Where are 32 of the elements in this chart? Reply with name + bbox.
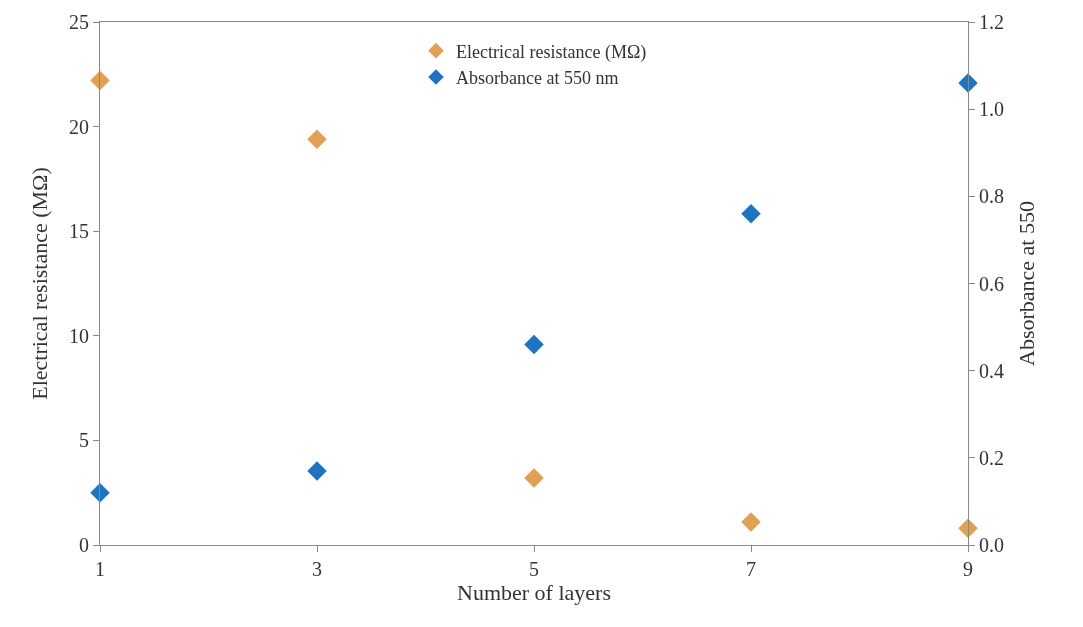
legend-label: Electrical resistance (MΩ)	[456, 41, 647, 63]
y-axis-title: Electrical resistance (MΩ)	[26, 167, 52, 400]
y2-tick-label: 0.4	[979, 359, 1004, 382]
point	[741, 512, 761, 532]
point	[524, 334, 544, 355]
y-tick-label: 20	[69, 115, 89, 138]
x-tick-label: 3	[312, 558, 322, 580]
point	[307, 461, 327, 481]
point	[958, 518, 978, 539]
y-tick-label: 25	[69, 11, 89, 33]
y2-tick-label: 1.0	[979, 98, 1004, 121]
y-tick-label: 5	[79, 429, 89, 452]
point	[90, 70, 110, 91]
y-tick-label: 0	[79, 534, 89, 556]
y2-tick-label: 0.0	[979, 534, 1004, 556]
point	[741, 204, 761, 224]
point	[90, 482, 110, 503]
x-tick-label: 5	[529, 558, 539, 580]
x-tick-label: 1	[95, 558, 105, 580]
point	[307, 129, 327, 149]
x-tick-label: 9	[963, 558, 973, 580]
point	[524, 468, 544, 488]
x-axis-title: Number of layers	[457, 580, 611, 605]
y2-tick-label: 0.8	[979, 185, 1004, 208]
y-tick-label: 10	[69, 324, 89, 347]
y2-tick-label: 1.2	[979, 11, 1004, 33]
x-tick-label: 7	[746, 558, 756, 580]
y2-tick-label: 0.2	[979, 446, 1004, 469]
legend-label: Absorbance at 550 nm	[456, 68, 619, 89]
y2-axis-title: Absorbance at 550	[1013, 201, 1039, 366]
y-tick-label: 15	[69, 220, 89, 243]
y2-tick-label: 0.6	[979, 272, 1004, 295]
